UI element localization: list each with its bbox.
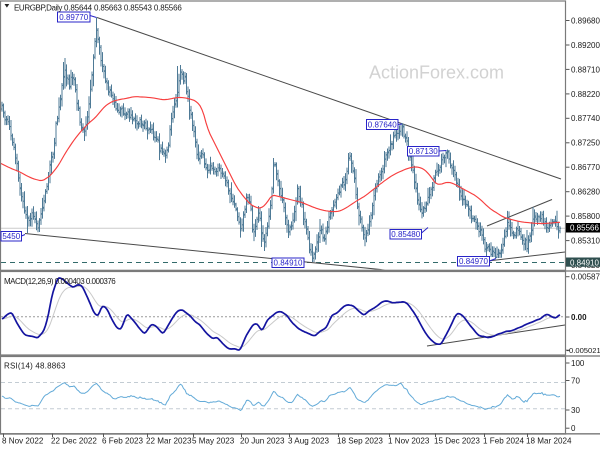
svg-text:0.85644 0.85663 0.85543 0.8556: 0.85644 0.85663 0.85543 0.85566 — [64, 4, 182, 13]
svg-text:0.84910: 0.84910 — [570, 259, 599, 268]
svg-text:22 Mar 2023: 22 Mar 2023 — [146, 437, 192, 446]
svg-text:0.86770: 0.86770 — [571, 163, 600, 172]
svg-text:0.00: 0.00 — [571, 313, 587, 322]
svg-text:0.89200: 0.89200 — [571, 41, 600, 50]
svg-text:0.87250: 0.87250 — [571, 139, 600, 148]
svg-text:0.88710: 0.88710 — [571, 65, 600, 74]
svg-text:8 Nov 2022: 8 Nov 2022 — [2, 437, 44, 446]
svg-text:22 Dec 2022: 22 Dec 2022 — [51, 437, 97, 446]
svg-text:0.85480: 0.85480 — [391, 230, 420, 239]
svg-text:30: 30 — [571, 406, 580, 415]
svg-text:MACD(12,26,9) 0.000403 0.00037: MACD(12,26,9) 0.000403 0.000376 — [4, 277, 116, 286]
svg-text:0.84970: 0.84970 — [459, 257, 488, 266]
svg-text:0.87640: 0.87640 — [368, 120, 397, 129]
svg-text:1 Feb 2024: 1 Feb 2024 — [483, 437, 524, 446]
svg-text:0.85566: 0.85566 — [570, 224, 599, 233]
svg-text:ActionForex.com: ActionForex.com — [369, 63, 504, 83]
svg-text:0.89770: 0.89770 — [59, 13, 88, 22]
svg-text:0.85310: 0.85310 — [571, 237, 600, 246]
svg-text:EURGBP,Daily: EURGBP,Daily — [14, 4, 62, 13]
svg-text:5 May 2023: 5 May 2023 — [192, 437, 235, 446]
svg-text:70: 70 — [571, 376, 580, 385]
svg-text:15 Dec 2023: 15 Dec 2023 — [434, 437, 480, 446]
svg-text:5450: 5450 — [2, 232, 20, 241]
svg-text:0.85800: 0.85800 — [571, 212, 600, 221]
svg-text:0.00587: 0.00587 — [571, 273, 600, 282]
svg-text:0: 0 — [571, 424, 576, 433]
svg-text:0.86280: 0.86280 — [571, 188, 600, 197]
svg-text:100: 100 — [571, 359, 585, 368]
svg-text:18 Sep 2023: 18 Sep 2023 — [337, 437, 383, 446]
svg-text:1 Nov 2023: 1 Nov 2023 — [388, 437, 430, 446]
svg-text:0.88220: 0.88220 — [571, 90, 600, 99]
svg-text:RSI(14) 48.8863: RSI(14) 48.8863 — [4, 362, 66, 371]
svg-text:0.89680: 0.89680 — [571, 16, 600, 25]
svg-text:20 Jun 2023: 20 Jun 2023 — [240, 437, 285, 446]
svg-text:-0.005021: -0.005021 — [567, 346, 600, 355]
svg-text:18 Mar 2024: 18 Mar 2024 — [526, 437, 572, 446]
svg-text:3 Aug 2023: 3 Aug 2023 — [288, 437, 329, 446]
svg-text:0.84910: 0.84910 — [274, 259, 303, 268]
svg-text:6 Feb 2023: 6 Feb 2023 — [102, 437, 143, 446]
svg-text:0.87740: 0.87740 — [571, 114, 600, 123]
svg-text:0.87130: 0.87130 — [409, 147, 438, 156]
